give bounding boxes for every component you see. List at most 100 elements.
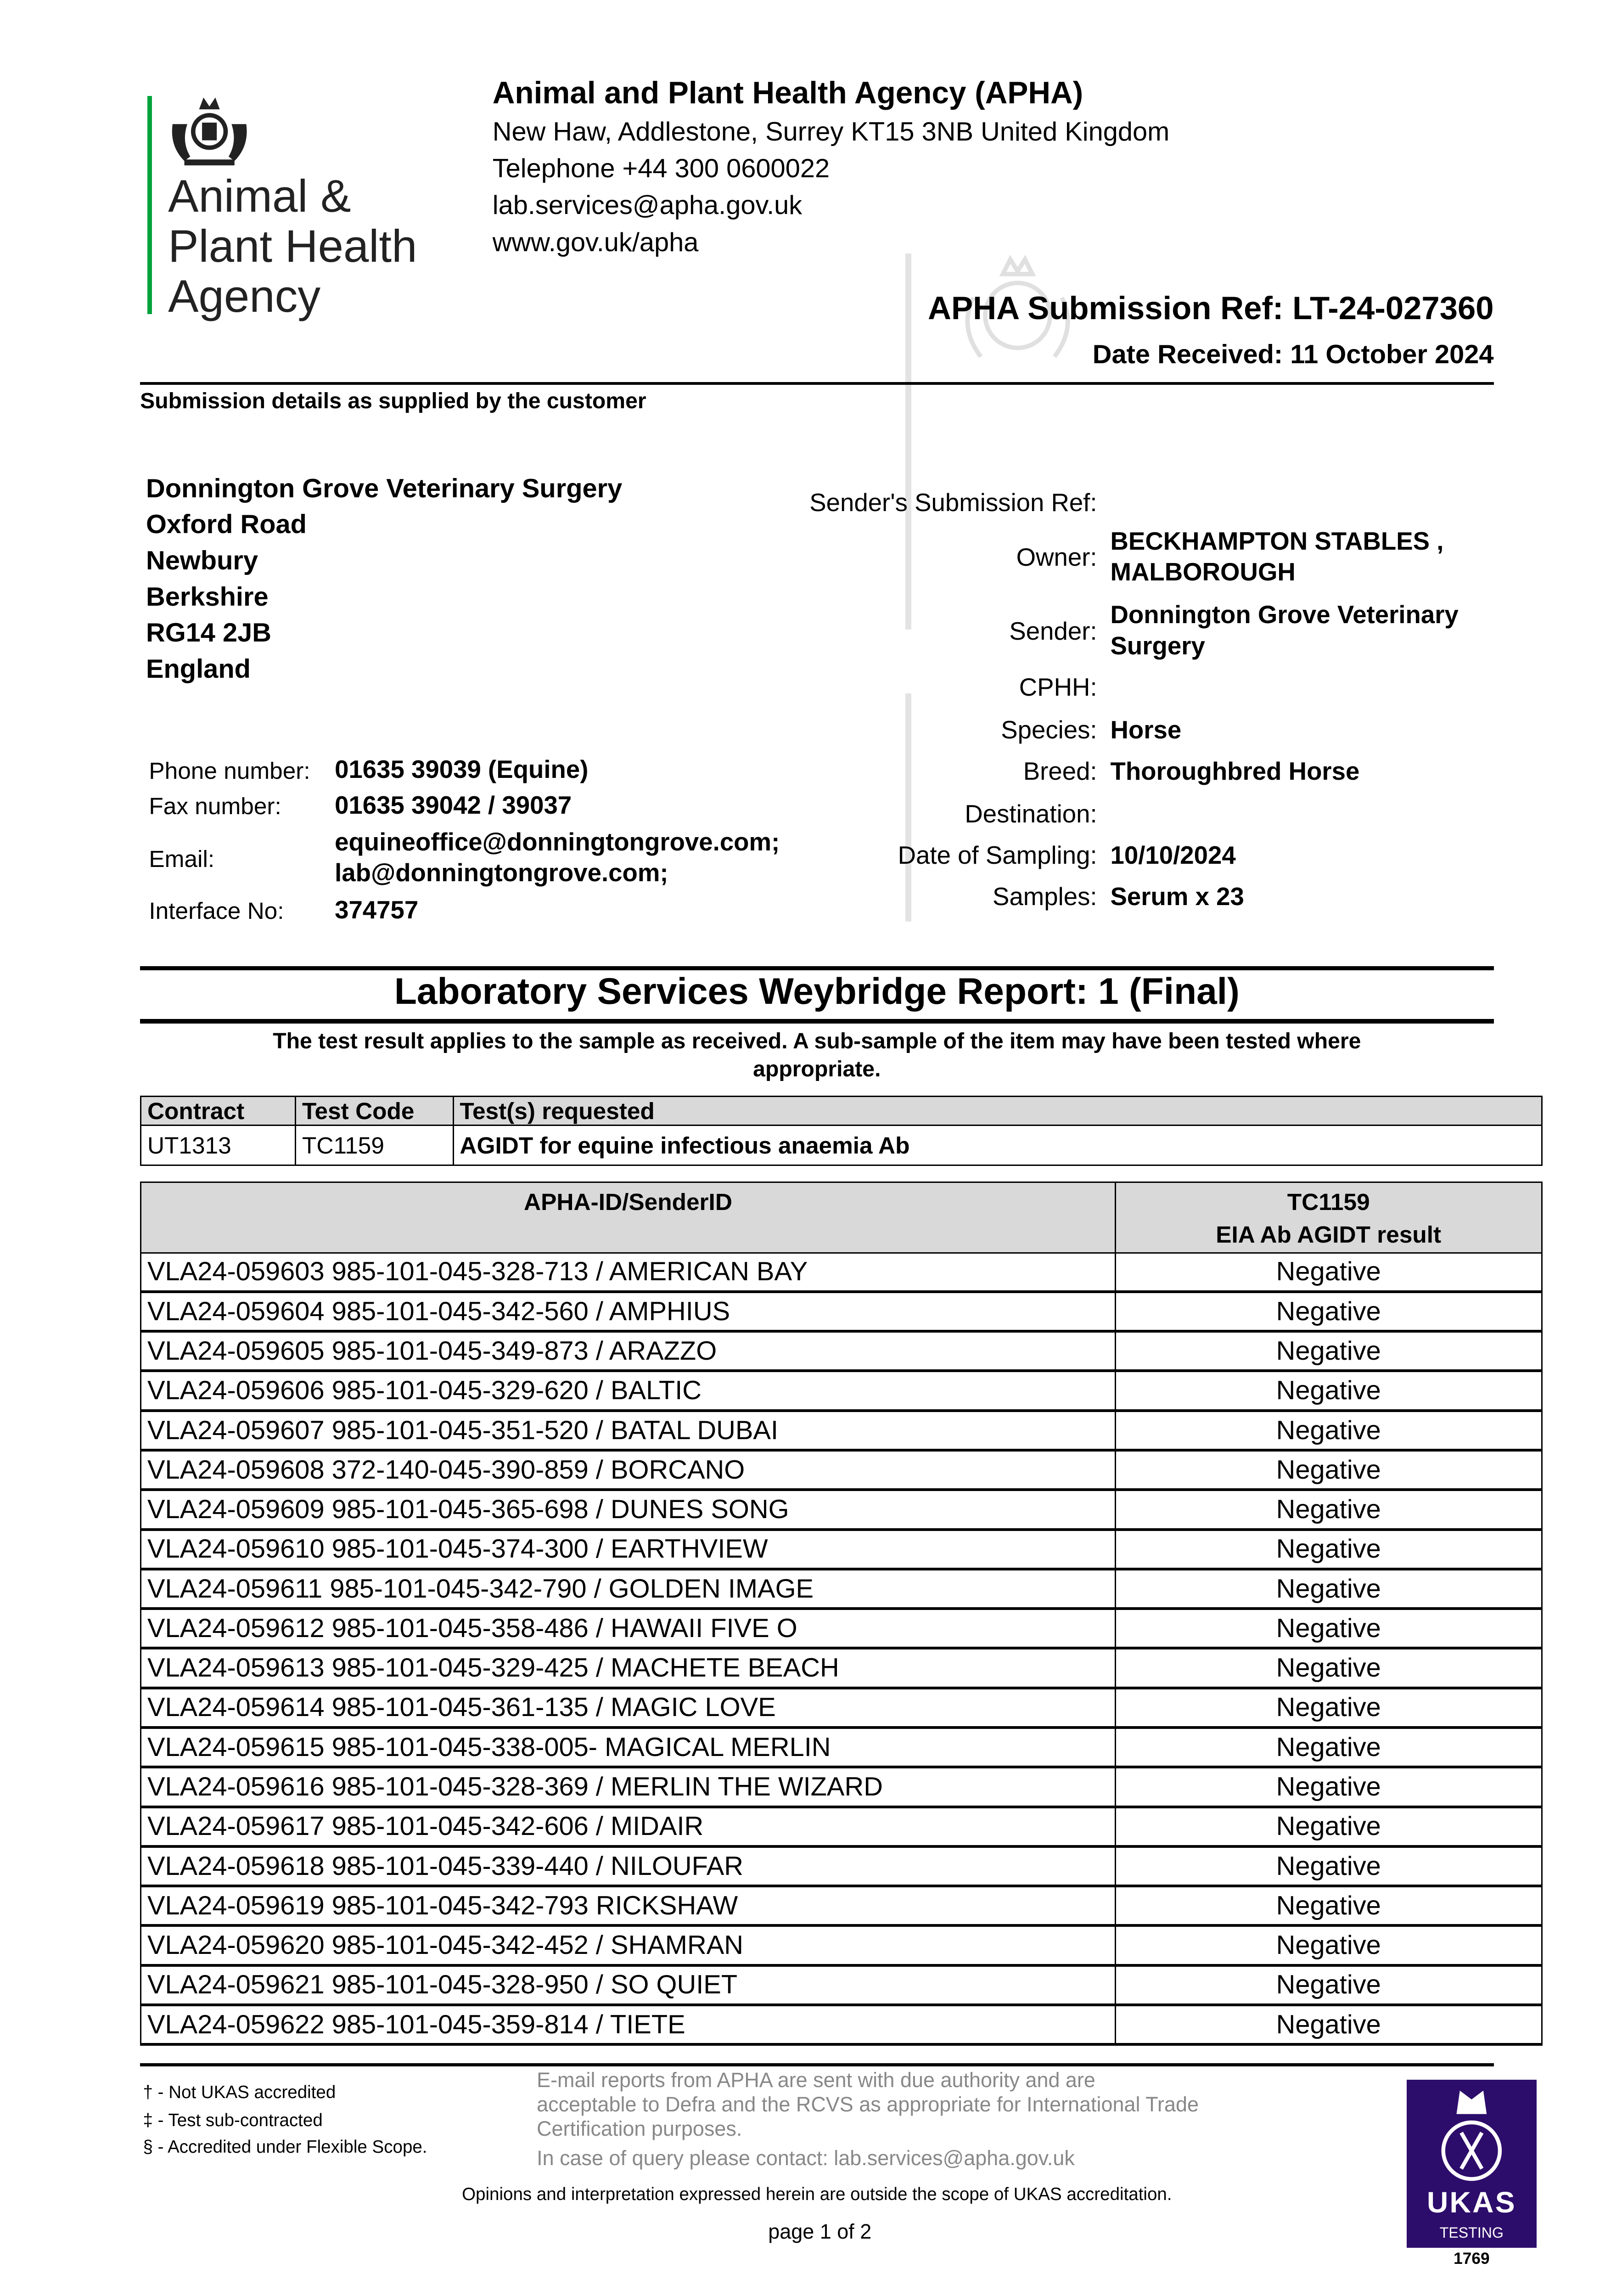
- destination-label: Destination:: [965, 799, 1097, 828]
- table-row: VLA24-059603 985-101-045-328-713 / AMERI…: [140, 1252, 1543, 1293]
- samples-label: Samples:: [993, 882, 1097, 911]
- result-cell: Negative: [1114, 1647, 1543, 1689]
- result-cell: Negative: [1114, 1806, 1543, 1848]
- table-row: VLA24-059620 985-101-045-342-452 / SHAMR…: [140, 1925, 1543, 1967]
- table-row: VLA24-059618 985-101-045-339-440 / NILOU…: [140, 1846, 1543, 1888]
- customer-address: Donnington Grove Veterinary Surgery Oxfo…: [146, 471, 622, 687]
- phone-value: 01635 39039 (Equine): [335, 755, 589, 784]
- contract-cell: UT1313: [140, 1125, 297, 1166]
- owner-label: Owner:: [1016, 543, 1097, 571]
- sample-id-cell: VLA24-059606 985-101-045-329-620 / BALTI…: [140, 1370, 1116, 1412]
- email-value[interactable]: lab@donningtongrove.com;: [335, 859, 668, 887]
- table-row: VLA24-059621 985-101-045-328-950 / SO QU…: [140, 1964, 1543, 2006]
- logo-line: Animal &: [168, 170, 351, 222]
- logo-line: Plant Health: [168, 220, 417, 272]
- result-cell: Negative: [1114, 1885, 1543, 1927]
- table-row: VLA24-059617 985-101-045-342-606 / MIDAI…: [140, 1806, 1543, 1848]
- results-table: APHA-ID/SenderID TC1159 EIA Ab AGIDT resul…: [140, 1181, 1543, 2046]
- divider: [140, 966, 1494, 971]
- ukas-number: 1769: [1454, 2249, 1490, 2268]
- test-code-cell: TC1159: [295, 1125, 454, 1166]
- sample-id-cell: VLA24-059622 985-101-045-359-814 / TIETE: [140, 2004, 1116, 2046]
- table-row: VLA24-059609 985-101-045-365-698 / DUNES…: [140, 1489, 1543, 1531]
- address-line: England: [146, 654, 251, 684]
- report-note: The test result applies to the sample as…: [273, 1028, 1361, 1053]
- phone-label: Phone number:: [149, 757, 310, 784]
- sample-id-cell: VLA24-059615 985-101-045-338-005- MAGICA…: [140, 1727, 1116, 1769]
- header-result-label: EIA Ab AGIDT result: [1216, 1221, 1442, 1248]
- sample-id-cell: VLA24-059604 985-101-045-342-560 / AMPHI…: [140, 1291, 1116, 1333]
- legend-item: § - Accredited under Flexible Scope.: [143, 2137, 427, 2157]
- legend-item: ‡ - Test sub-contracted: [143, 2110, 323, 2131]
- agency-name: Animal and Plant Health Agency (APHA): [492, 75, 1083, 110]
- divider: [140, 1019, 1494, 1024]
- sample-id-cell: VLA24-059608 372-140-045-390-859 / BORCA…: [140, 1449, 1116, 1491]
- ukas-crown-icon: [1441, 2091, 1502, 2181]
- sample-id-cell: VLA24-059619 985-101-045-342-793 RICKSHA…: [140, 1885, 1116, 1927]
- watermark-crest-icon: [965, 255, 1070, 359]
- email-value[interactable]: equineoffice@donningtongrove.com;: [335, 827, 780, 856]
- logo-line: Agency: [168, 270, 321, 322]
- agency-telephone: Telephone +44 300 0600022: [492, 154, 830, 184]
- agency-address: New Haw, Addlestone, Surrey KT15 3NB Uni…: [492, 117, 1170, 146]
- table-row: VLA24-059614 985-101-045-361-135 / MAGIC…: [140, 1687, 1543, 1729]
- table-row: VLA24-059607 985-101-045-351-520 / BATAL…: [140, 1410, 1543, 1452]
- opinions-note: Opinions and interpretation expressed he…: [462, 2184, 1172, 2204]
- result-cell: Negative: [1114, 1529, 1543, 1570]
- table-row: VLA24-059616 985-101-045-328-369 / MERLI…: [140, 1766, 1543, 1808]
- sample-id-cell: VLA24-059616 985-101-045-328-369 / MERLI…: [140, 1766, 1116, 1808]
- sender-value: Surgery: [1110, 631, 1205, 660]
- address-line: Newbury: [146, 546, 258, 575]
- sample-id-cell: VLA24-059607 985-101-045-351-520 / BATAL…: [140, 1410, 1116, 1452]
- sample-id-cell: VLA24-059610 985-101-045-374-300 / EARTH…: [140, 1529, 1116, 1570]
- table-row: VLA24-059613 985-101-045-329-425 / MACHE…: [140, 1647, 1543, 1689]
- header-result: TC1159 EIA Ab AGIDT result: [1114, 1181, 1543, 1254]
- result-cell: Negative: [1114, 1964, 1543, 2006]
- page-number: page 1 of 2: [768, 2219, 872, 2243]
- submission-ref: APHA Submission Ref: LT-24-027360: [927, 289, 1494, 326]
- result-cell: Negative: [1114, 1291, 1543, 1333]
- ukas-sub: TESTING: [1439, 2224, 1504, 2241]
- table-row: VLA24-059605 985-101-045-349-873 / ARAZZ…: [140, 1330, 1543, 1373]
- cphh-label: CPHH:: [1019, 673, 1097, 701]
- sample-id-cell: VLA24-059621 985-101-045-328-950 / SO QU…: [140, 1964, 1116, 2006]
- table-row: VLA24-059622 985-101-045-359-814 / TIETE…: [140, 2004, 1543, 2046]
- species-label: Species:: [1001, 715, 1097, 744]
- royal-crest-icon: [172, 97, 247, 165]
- agency-email-link[interactable]: lab.services@apha.gov.uk: [492, 191, 803, 220]
- email-label: Email:: [149, 845, 215, 872]
- interface-value: 374757: [335, 895, 419, 924]
- section-title: Submission details as supplied by the cu…: [140, 388, 646, 413]
- samples-value: Serum x 23: [1110, 882, 1244, 911]
- address-line: Berkshire: [146, 582, 269, 612]
- contract-table: Contract Test Code Test(s) requested UT131…: [140, 1096, 1543, 1166]
- fax-label: Fax number:: [149, 792, 281, 819]
- fax-value: 01635 39042 / 39037: [335, 791, 572, 819]
- address-line: Oxford Road: [146, 510, 307, 540]
- result-cell: Negative: [1114, 1449, 1543, 1491]
- email-note-line: Certification purposes.: [537, 2116, 742, 2140]
- sample-id-cell: VLA24-059620 985-101-045-342-452 / SHAMR…: [140, 1925, 1116, 1967]
- result-cell: Negative: [1114, 1330, 1543, 1373]
- interface-label: Interface No:: [149, 897, 284, 924]
- sample-id-cell: VLA24-059611 985-101-045-342-790 / GOLDE…: [140, 1568, 1116, 1610]
- sample-id-cell: VLA24-059618 985-101-045-339-440 / NILOU…: [140, 1846, 1116, 1888]
- query-contact: In case of query please contact: lab.ser…: [537, 2146, 1075, 2170]
- result-cell: Negative: [1114, 1766, 1543, 1808]
- agency-website-link[interactable]: www.gov.uk/apha: [492, 227, 699, 257]
- owner-value: MALBOROUGH: [1110, 558, 1296, 586]
- table-row: VLA24-059604 985-101-045-342-560 / AMPHI…: [140, 1291, 1543, 1333]
- breed-value: Thoroughbred Horse: [1110, 757, 1360, 785]
- sample-id-cell: VLA24-059612 985-101-045-358-486 / HAWAI…: [140, 1608, 1116, 1650]
- header-code: TC1159: [1287, 1188, 1370, 1216]
- result-cell: Negative: [1114, 1727, 1543, 1769]
- table-row: VLA24-059612 985-101-045-358-486 / HAWAI…: [140, 1608, 1543, 1650]
- result-cell: Negative: [1114, 1608, 1543, 1650]
- senders-ref-label: Sender's Submission Ref:: [809, 489, 1097, 517]
- result-cell: Negative: [1114, 1410, 1543, 1452]
- email-note-line: E-mail reports from APHA are sent with d…: [537, 2068, 1095, 2092]
- owner-value: BECKHAMPTON STABLES ,: [1110, 527, 1444, 555]
- table-row: VLA24-059606 985-101-045-329-620 / BALTI…: [140, 1370, 1543, 1412]
- sample-id-cell: VLA24-059613 985-101-045-329-425 / MACHE…: [140, 1647, 1116, 1689]
- tests-requested-cell: AGIDT for equine infectious anaemia Ab: [452, 1125, 1543, 1166]
